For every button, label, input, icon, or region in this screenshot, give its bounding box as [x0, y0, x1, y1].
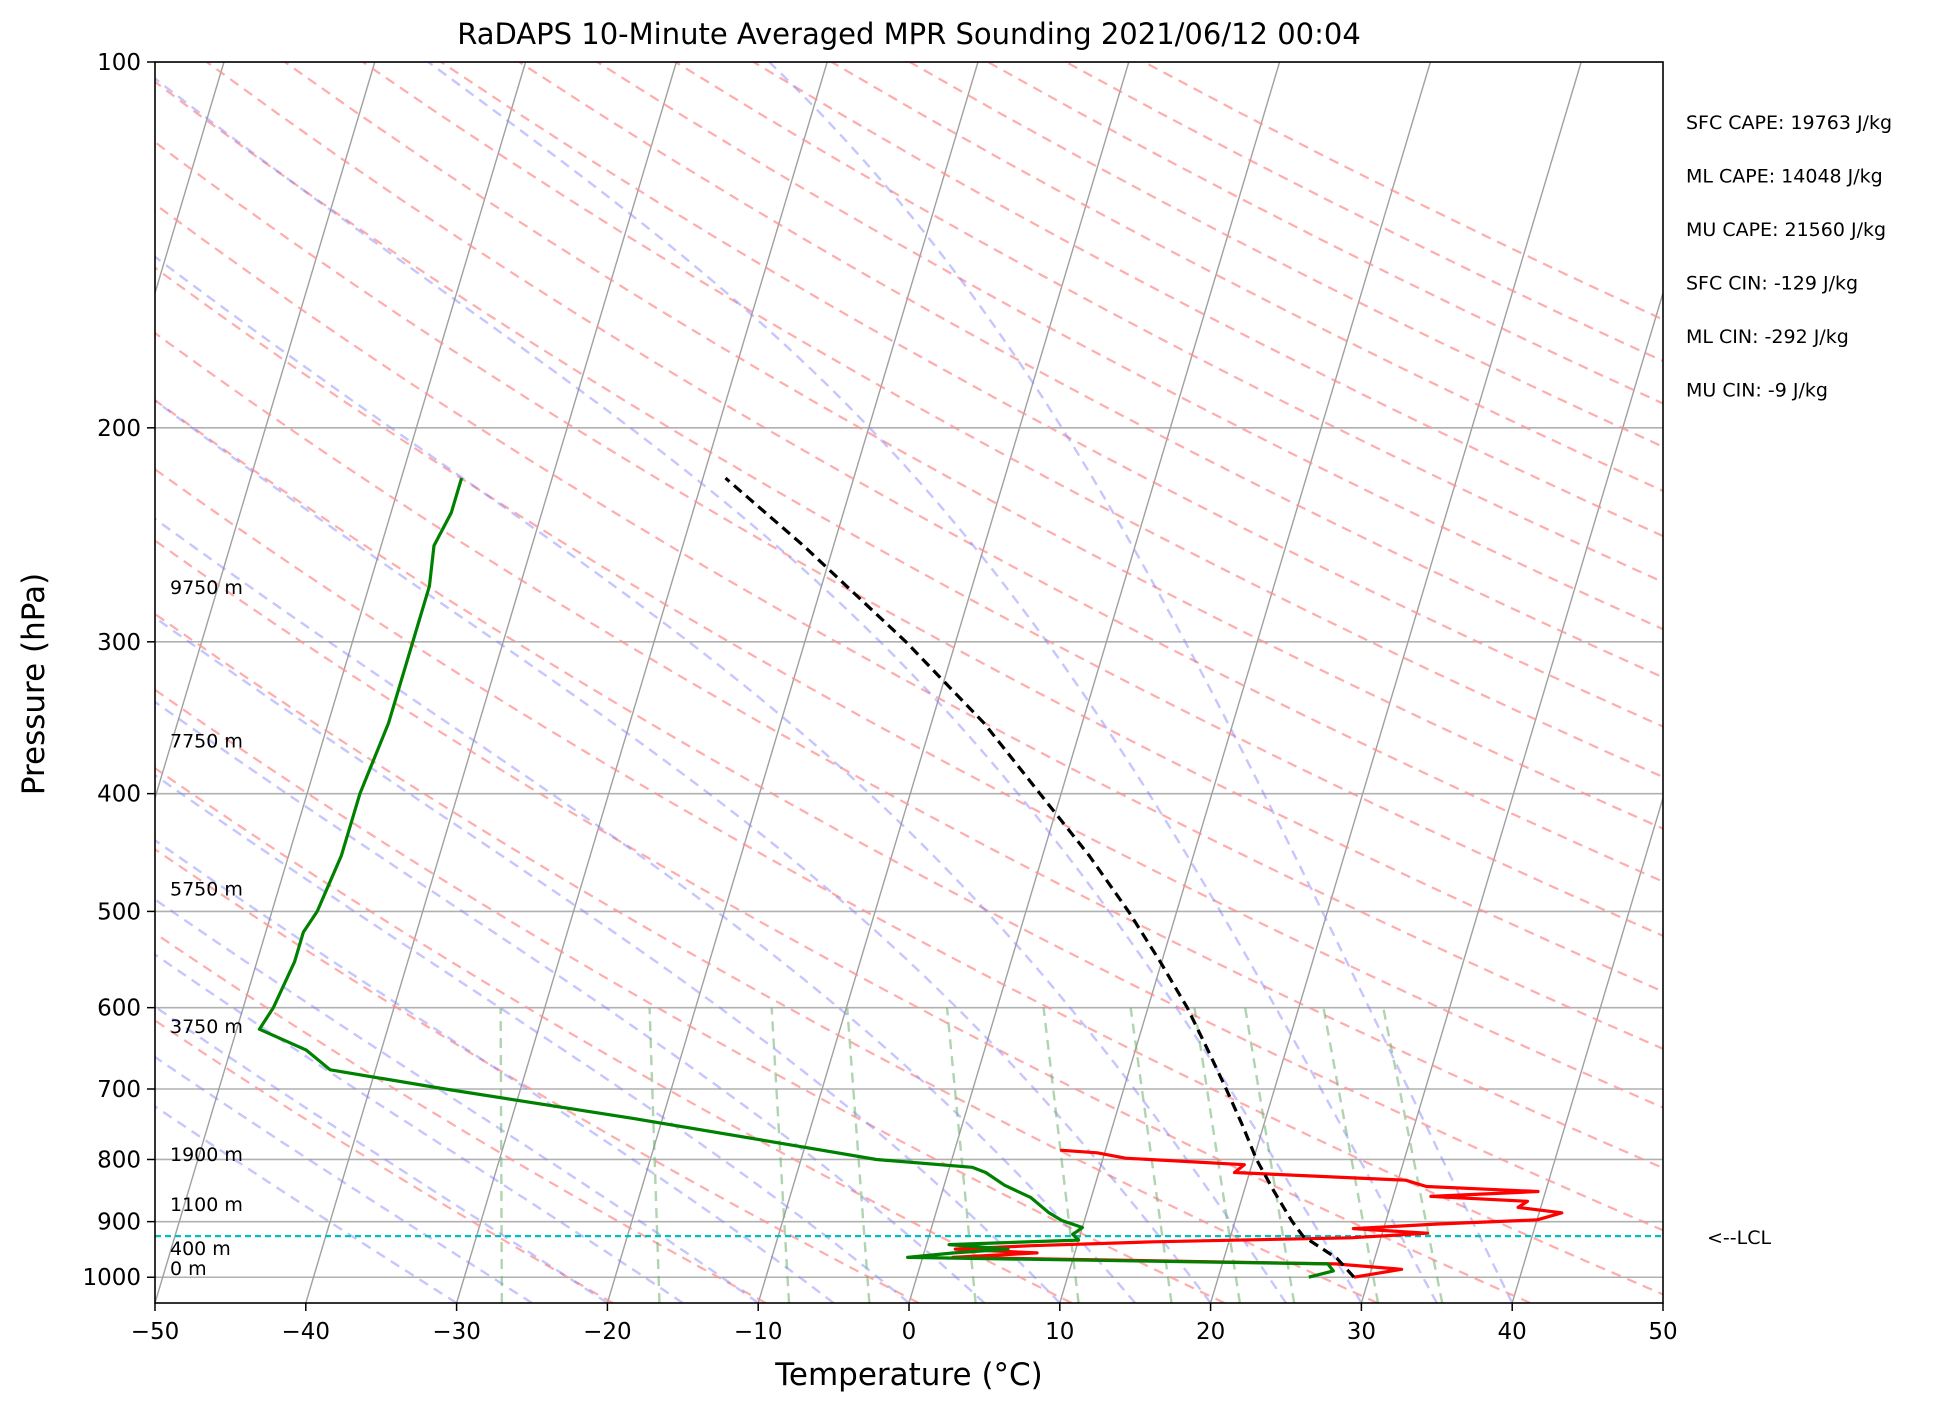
height-label: 9750 m: [170, 577, 243, 599]
x-tick-label: 30: [1347, 1319, 1376, 1345]
height-label: 7750 m: [170, 731, 243, 753]
x-tick-label: 10: [1045, 1319, 1074, 1345]
y-tick-label: 700: [97, 1077, 141, 1103]
x-tick-label: 20: [1196, 1319, 1225, 1345]
overlay: <--LCL: [1707, 1227, 1771, 1249]
x-tick-label: −50: [131, 1319, 180, 1345]
y-tick-label: 1000: [82, 1265, 141, 1291]
x-tick-label: 0: [902, 1319, 917, 1345]
height-label: 400 m: [170, 1238, 231, 1260]
x-tick-label: −40: [282, 1319, 331, 1345]
y-tick-label: 400: [97, 782, 141, 808]
stability-index: MU CAPE: 21560 J/kg: [1686, 219, 1886, 241]
stability-index: SFC CAPE: 19763 J/kg: [1686, 112, 1892, 134]
stability-index: ML CAPE: 14048 J/kg: [1686, 166, 1883, 188]
x-tick-label: 40: [1498, 1319, 1527, 1345]
y-tick-label: 500: [97, 899, 141, 925]
y-tick-label: 600: [97, 996, 141, 1022]
height-label: 1900 m: [170, 1144, 243, 1166]
stability-index: ML CIN: -292 J/kg: [1686, 326, 1849, 348]
stability-index: SFC CIN: -129 J/kg: [1686, 273, 1858, 295]
y-axis-label: Pressure (hPa): [16, 573, 52, 795]
lcl-label: <--LCL: [1707, 1227, 1771, 1249]
x-tick-label: −10: [734, 1319, 783, 1345]
height-label: 5750 m: [170, 879, 243, 901]
stability-index: MU CIN: -9 J/kg: [1686, 380, 1828, 402]
y-tick-label: 100: [97, 50, 141, 76]
x-axis-label: Temperature (°C): [774, 1357, 1043, 1393]
height-label: 3750 m: [170, 1016, 243, 1038]
x-tick-label: 50: [1648, 1319, 1677, 1345]
x-tick-label: −20: [583, 1319, 632, 1345]
y-tick-label: 200: [97, 416, 141, 442]
height-label: 1100 m: [170, 1194, 243, 1216]
y-tick-label: 300: [97, 630, 141, 656]
y-tick-label: 900: [97, 1210, 141, 1236]
x-tick-label: −30: [432, 1319, 481, 1345]
height-label: 0 m: [170, 1258, 207, 1280]
y-tick-label: 800: [97, 1147, 141, 1173]
chart-title: RaDAPS 10-Minute Averaged MPR Sounding 2…: [457, 17, 1361, 51]
